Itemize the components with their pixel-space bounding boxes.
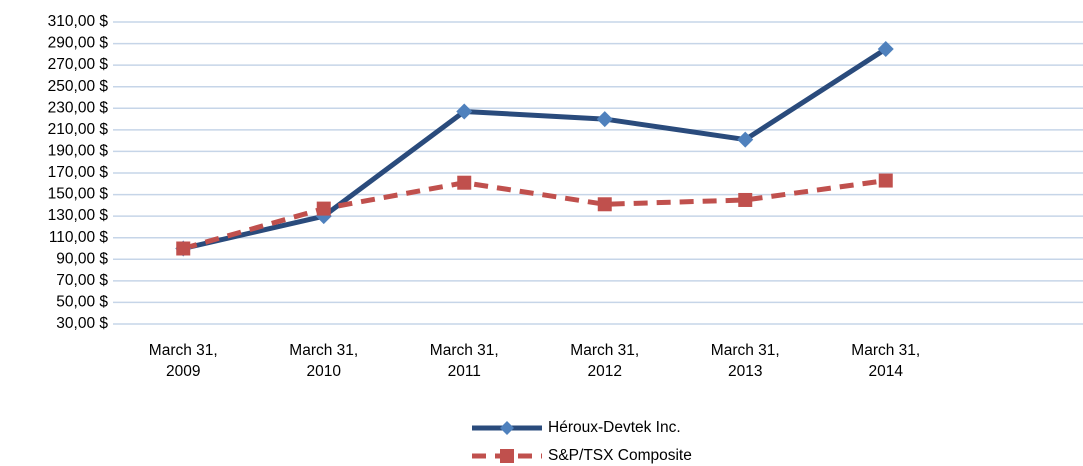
y-tick-label: 290,00 $ [48, 35, 109, 52]
x-tick-label: March 31, 2010 [289, 342, 359, 380]
legend-label: Héroux-Devtek Inc. [548, 419, 681, 436]
data-point [316, 201, 331, 216]
y-tick-label: 310,00 $ [48, 13, 109, 30]
legend-marker [500, 421, 514, 435]
series-line [182, 178, 887, 251]
y-tick-label: 30,00 $ [56, 315, 108, 332]
y-tick-label: 110,00 $ [49, 229, 109, 246]
x-tick-label: March 31, 2009 [148, 342, 218, 380]
data-point [176, 241, 191, 256]
legend-marker [500, 449, 514, 463]
y-tick-label: 50,00 $ [56, 294, 108, 311]
data-point [597, 197, 612, 212]
legend-label: S&P/TSX Composite [548, 447, 692, 464]
y-tick-label: 270,00 $ [48, 56, 109, 73]
data-point [457, 175, 472, 190]
data-point [738, 192, 753, 207]
x-tick-label: March 31, 2012 [570, 342, 640, 380]
y-tick-label: 170,00 $ [48, 164, 109, 181]
y-tick-label: 130,00 $ [48, 207, 109, 224]
series-line [182, 46, 888, 251]
y-tick-label: 90,00 $ [56, 250, 108, 267]
x-tick-label: March 31, 2014 [851, 342, 921, 380]
data-point [877, 40, 894, 57]
data-point [596, 111, 613, 128]
data-point [456, 103, 473, 120]
y-tick-label: 210,00 $ [48, 121, 109, 138]
y-tick-label: 150,00 $ [48, 186, 109, 203]
y-tick-label: 190,00 $ [48, 143, 109, 160]
data-point [878, 173, 893, 188]
y-tick-label: 230,00 $ [48, 99, 109, 116]
y-tick-label: 250,00 $ [48, 78, 109, 95]
x-tick-label: March 31, 2013 [710, 342, 780, 380]
data-point [737, 131, 754, 148]
x-tick-label: March 31, 2011 [429, 342, 499, 380]
y-tick-label: 70,00 $ [56, 272, 108, 289]
